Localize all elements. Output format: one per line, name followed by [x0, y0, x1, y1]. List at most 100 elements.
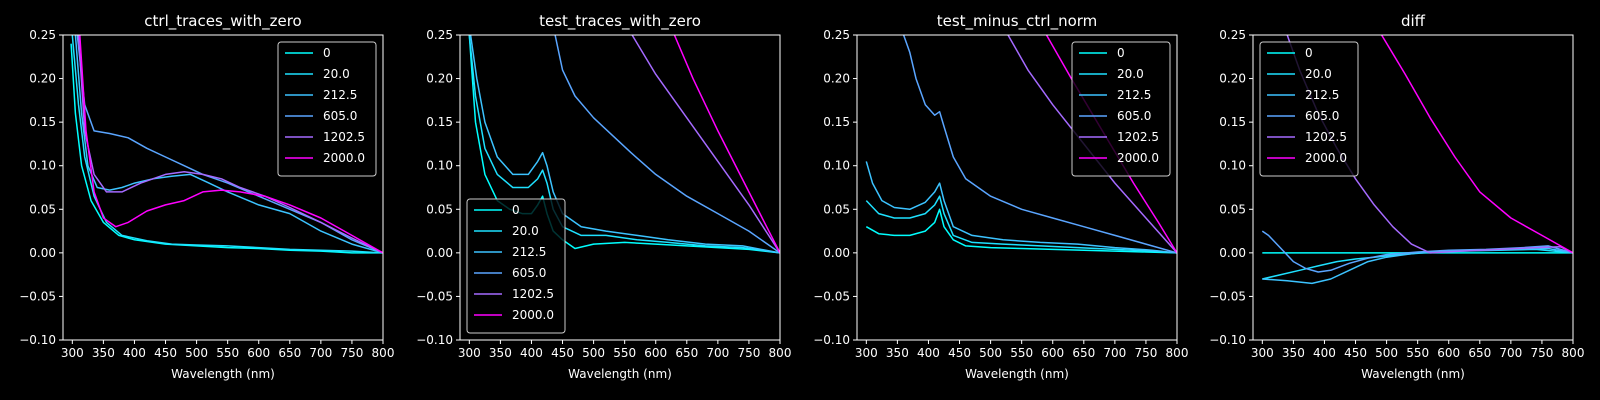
x-tick-label: 650 [675, 346, 698, 360]
legend: 0 20.0 212.5 605.0 1202.5 2000.0 [1259, 41, 1359, 177]
x-tick-label: 450 [948, 346, 971, 360]
legend-label: 1202.5 [323, 130, 365, 144]
x-tick-label: 600 [644, 346, 667, 360]
y-tick-label: 0.05 [426, 202, 453, 216]
series-line-1 [70, 43, 383, 254]
y-tick-label: 0.15 [29, 115, 56, 129]
x-tick-label: 450 [154, 346, 177, 360]
series-line-3 [1262, 247, 1573, 285]
series-line-5 [77, 35, 383, 254]
x-tick-label: 600 [247, 346, 270, 360]
x-tick-label: 450 [551, 346, 574, 360]
y-tick-label: 0.20 [1219, 72, 1246, 86]
y-tick-label: 0.20 [823, 72, 850, 86]
legend-label: 20.0 [1117, 67, 1144, 81]
y-tick-label: 0.10 [29, 159, 56, 173]
x-axis-label: Wavelength (nm) [965, 367, 1069, 381]
x-tick-label: 800 [372, 346, 395, 360]
series-line-3 [74, 35, 383, 254]
series-line-2 [71, 35, 383, 254]
plot-frame [1252, 34, 1574, 341]
chart-title: test_minus_ctrl_norm [937, 12, 1098, 31]
chart-panel-1: ctrl_traces_with_zero 300 350 400 450 500 550 6… [19, 12, 394, 381]
chart-title: ctrl_traces_with_zero [144, 12, 301, 31]
x-tick-label: 750 [737, 346, 760, 360]
x-tick-label: 550 [1010, 346, 1033, 360]
x-axis-label: Wavelength (nm) [171, 367, 275, 381]
y-tick-label: −0.05 [1209, 289, 1246, 303]
y-tick-label: −0.10 [416, 333, 453, 347]
x-tick-label: 700 [1103, 346, 1126, 360]
y-tick-label: 0.10 [823, 159, 850, 173]
x-tick-label: 300 [458, 346, 481, 360]
legend-label: 1202.5 [1305, 130, 1347, 144]
x-tick-label: 400 [1313, 346, 1336, 360]
y-tick-label: 0.00 [426, 246, 453, 260]
series-line-6 [673, 35, 780, 254]
chart-panel-2: test_traces_with_zero 300 350 400 450 500 550 6… [416, 12, 791, 381]
legend: 0 20.0 212.5 605.0 1202.5 2000.0 [277, 41, 377, 177]
x-tick-label: 650 [1072, 346, 1095, 360]
y-tick-label: 0.00 [1219, 246, 1246, 260]
y-tick-label: 0.00 [29, 246, 56, 260]
x-tick-label: 300 [61, 346, 84, 360]
y-tick-label: −0.10 [1209, 333, 1246, 347]
legend-label: 20.0 [1305, 67, 1332, 81]
y-tick-label: 0.15 [426, 115, 453, 129]
x-tick-label: 400 [917, 346, 940, 360]
legend-label: 212.5 [1117, 88, 1151, 102]
x-tick-label: 550 [613, 346, 636, 360]
legend-label: 0 [323, 46, 331, 60]
legend-box [466, 198, 566, 334]
legend-label: 605.0 [512, 266, 546, 280]
x-tick-label: 400 [520, 346, 543, 360]
series-line-3 [865, 161, 1177, 254]
x-tick-label: 750 [1530, 346, 1553, 360]
y-tick-label: 0.10 [426, 159, 453, 173]
x-tick-label: 800 [1166, 346, 1189, 360]
series-line-1 [865, 208, 1177, 254]
x-tick-label: 600 [1437, 346, 1460, 360]
y-tick-label: −0.05 [19, 289, 56, 303]
series-line-2 [865, 195, 1177, 254]
y-tick-label: 0.25 [823, 28, 850, 42]
legend-box [277, 41, 377, 177]
y-tick-label: −0.05 [416, 289, 453, 303]
legend-label: 212.5 [512, 245, 546, 259]
y-tick-label: 0.05 [1219, 202, 1246, 216]
legend-box [1259, 41, 1359, 177]
y-tick-label: 0.15 [823, 115, 850, 129]
y-tick-label: 0.15 [1219, 115, 1246, 129]
legend-label: 0 [1117, 46, 1125, 60]
x-axis-label: Wavelength (nm) [568, 367, 672, 381]
legend-label: 20.0 [512, 224, 539, 238]
x-tick-label: 500 [582, 346, 605, 360]
legend: 0 20.0 212.5 605.0 1202.5 2000.0 [1071, 41, 1171, 177]
x-tick-label: 350 [1282, 346, 1305, 360]
legend-label: 2000.0 [323, 151, 365, 165]
legend-box [1071, 41, 1171, 177]
y-tick-label: 0.20 [426, 72, 453, 86]
series-line-6 [79, 35, 383, 254]
plot-frame [62, 34, 384, 341]
x-tick-label: 350 [886, 346, 909, 360]
y-tick-label: 0.10 [1219, 159, 1246, 173]
x-tick-label: 650 [1468, 346, 1491, 360]
x-tick-label: 500 [979, 346, 1002, 360]
chart-panel-3: test_minus_ctrl_norm 300 350 400 450 500 550 60… [813, 12, 1188, 381]
legend-label: 605.0 [323, 109, 357, 123]
legend-label: 212.5 [323, 88, 357, 102]
chart-title: test_traces_with_zero [539, 12, 701, 31]
legend-label: 605.0 [1305, 109, 1339, 123]
x-tick-label: 500 [185, 346, 208, 360]
x-axis-label: Wavelength (nm) [1361, 367, 1465, 381]
x-tick-label: 450 [1344, 346, 1367, 360]
x-tick-label: 700 [309, 346, 332, 360]
x-tick-label: 550 [1406, 346, 1429, 360]
y-tick-label: −0.10 [813, 333, 850, 347]
x-tick-label: 500 [1375, 346, 1398, 360]
y-tick-label: 0.00 [823, 246, 850, 260]
y-tick-label: 0.20 [29, 72, 56, 86]
series-line-2 [468, 35, 780, 254]
